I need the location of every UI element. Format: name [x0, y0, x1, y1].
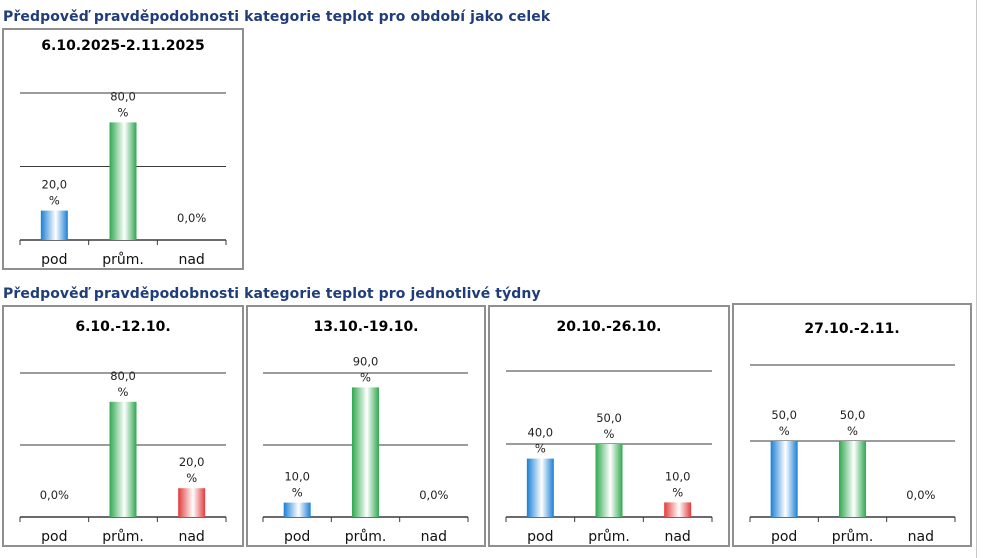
- data-label-value: 80,0: [110, 89, 136, 103]
- chart-title: 20.10.-26.10.: [556, 319, 661, 335]
- data-label: 0,0%: [419, 488, 448, 502]
- data-label-value: 80,0: [110, 369, 136, 383]
- category-label-prum: prům.: [588, 529, 630, 545]
- data-label-unit: %: [672, 485, 683, 499]
- chart-title: 6.10.-12.10.: [75, 319, 170, 335]
- chart-svg: 13.10.-19.10. 10,0% pod 90,0% prům. 0,0% nad: [262, 319, 469, 545]
- data-label-value: 40,0: [528, 426, 554, 440]
- data-label-value: 10,0: [284, 470, 310, 484]
- bar-nad: [664, 502, 692, 517]
- bar-prum: [109, 122, 137, 240]
- category-label-nad: nad: [178, 529, 204, 545]
- chart-svg: 6.10.-12.10. 0,0% pod 80,0% prům. 20,0% nad: [19, 319, 227, 545]
- data-label-unit: %: [360, 370, 371, 384]
- bar-pod: [40, 210, 68, 240]
- bar-pod: [283, 502, 311, 517]
- chart-panel-period: 6.10.2025-2.11.2025 20,0% pod 80,0% prům. 0,0…: [2, 28, 244, 270]
- data-label-value: 10,0: [665, 469, 691, 483]
- category-label-pod: pod: [41, 252, 67, 268]
- data-label-value: 50,0: [840, 408, 866, 422]
- data-label: 0,0%: [906, 488, 935, 502]
- chart-title: 27.10.-2.11.: [804, 321, 899, 337]
- data-label-unit: %: [118, 385, 129, 399]
- bar-pod: [770, 441, 798, 517]
- category-label-prum: prům.: [832, 529, 874, 545]
- bar-pod: [526, 458, 554, 517]
- category-label-prum: prům.: [345, 529, 387, 545]
- chart-title: 13.10.-19.10.: [313, 319, 418, 335]
- bar-nad: [178, 488, 206, 517]
- chart-panel-week-4: 27.10.-2.11. 50,0% pod 50,0% prům. 0,0% nad: [732, 303, 972, 547]
- section-title-period: Předpověď pravděpodobnosti kategorie tep…: [3, 9, 551, 25]
- data-label-unit: %: [779, 424, 790, 438]
- data-label-unit: %: [118, 105, 129, 119]
- data-label: 0,0%: [177, 211, 206, 225]
- chart-panel-week-3: 20.10.-26.10. 40,0% pod 50,0% prům. 10,0% nad: [488, 305, 730, 547]
- right-border: [976, 0, 977, 558]
- chart-svg: 6.10.2025-2.11.2025 20,0% pod 80,0% prům. 0,0…: [19, 38, 227, 268]
- section-title-weeks: Předpověď pravděpodobnosti kategorie tep…: [3, 286, 541, 302]
- category-label-nad: nad: [908, 529, 934, 545]
- data-label-unit: %: [49, 194, 60, 208]
- category-label-prum: prům.: [102, 529, 144, 545]
- category-label-nad: nad: [664, 529, 690, 545]
- category-label-prum: prům.: [102, 252, 144, 268]
- chart-svg: 27.10.-2.11. 50,0% pod 50,0% prům. 0,0% nad: [749, 321, 956, 545]
- category-label-nad: nad: [421, 529, 447, 545]
- category-label-pod: pod: [41, 529, 67, 545]
- data-label-value: 20,0: [179, 455, 205, 469]
- category-label-pod: pod: [284, 529, 310, 545]
- chart-panel-week-1: 6.10.-12.10. 0,0% pod 80,0% prům. 20,0% nad: [2, 305, 244, 547]
- bar-prum: [109, 401, 137, 517]
- data-label-value: 50,0: [596, 411, 622, 425]
- data-label-unit: %: [292, 486, 303, 500]
- data-label-unit: %: [535, 442, 546, 456]
- data-label: 0,0%: [40, 488, 69, 502]
- category-label-pod: pod: [771, 529, 797, 545]
- chart-svg: 20.10.-26.10. 40,0% pod 50,0% prům. 10,0% nad: [505, 319, 713, 545]
- chart-panel-week-2: 13.10.-19.10. 10,0% pod 90,0% prům. 0,0% nad: [246, 305, 486, 547]
- category-label-nad: nad: [178, 252, 204, 268]
- bar-prum: [839, 441, 866, 517]
- data-label-value: 90,0: [353, 354, 379, 368]
- chart-title: 6.10.2025-2.11.2025: [41, 38, 204, 54]
- data-label-unit: %: [186, 471, 197, 485]
- data-label-value: 50,0: [771, 408, 797, 422]
- bar-prum: [352, 387, 379, 517]
- category-label-pod: pod: [527, 529, 553, 545]
- data-label-value: 20,0: [42, 178, 68, 192]
- data-label-unit: %: [604, 427, 615, 441]
- bar-prum: [595, 444, 623, 517]
- data-label-unit: %: [847, 424, 858, 438]
